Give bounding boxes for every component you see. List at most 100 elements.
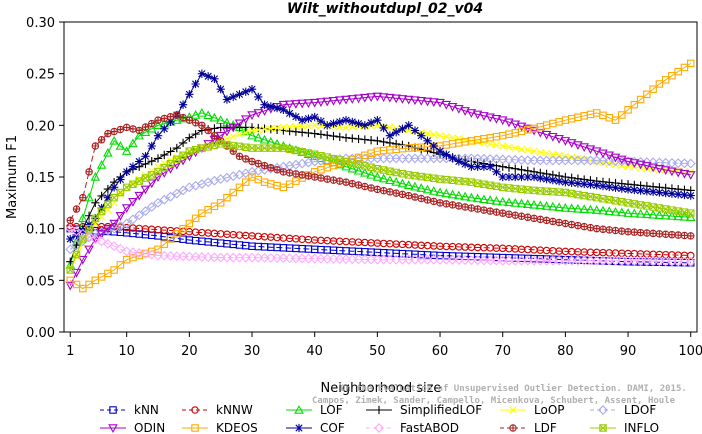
data-point-ldf: [624, 228, 632, 236]
data-point-simplifiedlof: [379, 137, 388, 147]
data-point-cof: [392, 128, 401, 137]
data-point-simplifiedlof: [511, 164, 520, 173]
data-point-odin: [629, 159, 640, 168]
data-point-cof: [404, 121, 413, 130]
data-point-odin: [441, 100, 452, 110]
data-point-ldf: [473, 205, 482, 213]
data-point-cof: [260, 100, 269, 109]
data-point-ldf: [580, 222, 588, 231]
data-point-odin: [497, 116, 508, 126]
data-point-lof: [560, 203, 571, 212]
data-point-odin: [491, 114, 502, 124]
legend-item-odin: ODIN: [100, 421, 165, 434]
data-point-ldf: [542, 216, 551, 225]
data-point-inflo: [66, 266, 75, 274]
data-point-loop: [580, 155, 588, 164]
data-point-ldf: [373, 185, 382, 194]
legend-label-lof: LOF: [320, 403, 343, 417]
data-point-ldof: [516, 155, 527, 165]
data-point-loop: [116, 191, 124, 199]
legend-marker-kdeos: [191, 424, 199, 432]
data-point-cof: [580, 179, 589, 189]
data-point-cof: [103, 193, 113, 202]
data-point-cof: [128, 162, 138, 171]
data-point-odin: [535, 128, 546, 138]
data-point-lof: [579, 204, 589, 213]
legend-marker-loop: [509, 406, 517, 414]
data-point-cof: [235, 90, 244, 99]
data-point-ldf: [267, 164, 275, 172]
data-point-cof: [586, 180, 595, 189]
data-point-cof: [536, 173, 545, 183]
data-point-ldf: [411, 193, 419, 201]
data-point-inflo: [116, 188, 125, 197]
data-point-cof: [166, 117, 175, 127]
data-point-loop: [448, 134, 457, 142]
data-point-ldf: [166, 113, 175, 121]
data-point-kdeos: [216, 199, 225, 207]
data-point-ldf: [72, 205, 81, 213]
data-point-lof: [397, 178, 408, 188]
data-point-lof: [78, 213, 88, 223]
data-point-lof: [667, 211, 677, 220]
series-odin: [65, 92, 696, 291]
data-point-fastabod: [491, 255, 502, 266]
data-point-loop: [267, 125, 275, 133]
data-point-simplifiedlof: [272, 125, 282, 135]
data-point-kdeos: [649, 85, 657, 93]
data-point-odin: [466, 109, 477, 118]
data-point-ldf: [304, 172, 313, 180]
data-point-odin: [585, 145, 596, 155]
data-point-odin: [504, 118, 514, 128]
data-point-fastabod: [115, 243, 126, 254]
data-point-fastabod: [128, 247, 138, 258]
data-point-kdeos: [185, 219, 194, 228]
legend-marker-cof: [294, 423, 304, 433]
data-point-ldf: [567, 220, 576, 229]
legend-label-fastabod: FastABOD: [400, 421, 459, 434]
data-point-lof: [460, 191, 470, 201]
data-point-odin: [96, 230, 107, 239]
legend-item-ldf: LDF: [500, 421, 557, 434]
data-point-fastabod: [121, 246, 132, 257]
data-point-lof: [548, 201, 558, 211]
data-point-ldof: [598, 155, 608, 166]
data-point-odin: [617, 155, 627, 165]
data-point-cof: [435, 147, 445, 156]
series-fastabod: [65, 223, 696, 267]
data-point-cof: [410, 126, 420, 135]
legend-label-knn: kNN: [134, 403, 159, 417]
data-point-odin: [410, 96, 420, 106]
legend-item-inflo: INFLO: [590, 421, 659, 434]
data-point-ldf: [605, 226, 614, 234]
data-point-ldf: [273, 166, 281, 174]
data-point-lof: [535, 200, 546, 210]
data-point-lof: [642, 209, 652, 219]
data-point-simplifiedlof: [335, 132, 344, 142]
data-point-inflo: [173, 155, 181, 164]
data-point-loop: [499, 142, 507, 150]
data-point-lof: [660, 210, 671, 220]
data-point-lof: [422, 184, 433, 194]
data-point-loop: [304, 122, 313, 130]
y-tick-label: 0.10: [26, 223, 55, 238]
data-point-fastabod: [679, 256, 690, 267]
data-point-kdeos: [229, 188, 237, 197]
data-point-loop: [430, 131, 438, 139]
data-point-odin: [548, 132, 558, 142]
y-tick-label: 0.20: [26, 119, 55, 134]
data-point-cof: [366, 118, 376, 127]
data-point-loop: [549, 150, 557, 158]
legend-marker-lof: [294, 405, 304, 414]
chart-title: Wilt_withoutdupl_02_v04: [287, 1, 483, 17]
data-point-cof: [460, 159, 470, 169]
data-point-cof: [611, 183, 620, 192]
data-point-simplifiedlof: [285, 126, 294, 136]
data-point-ldf: [442, 200, 451, 208]
data-point-cof: [498, 172, 507, 182]
series-layer: [65, 59, 696, 293]
data-point-simplifiedlof: [185, 133, 194, 142]
data-point-odin: [604, 151, 615, 161]
data-point-ldf: [649, 229, 657, 238]
